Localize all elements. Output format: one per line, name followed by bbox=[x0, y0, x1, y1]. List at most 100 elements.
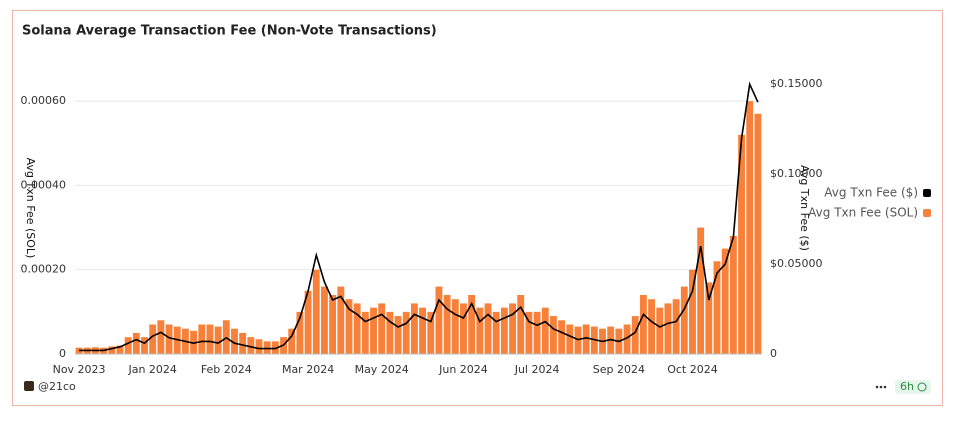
bar bbox=[623, 324, 631, 354]
bar bbox=[443, 295, 451, 354]
bar bbox=[713, 261, 721, 354]
bar bbox=[329, 295, 337, 354]
x-tick-label: Mar 2024 bbox=[282, 363, 334, 376]
bar bbox=[108, 346, 116, 354]
bar bbox=[689, 269, 696, 354]
bar bbox=[705, 282, 713, 354]
bar bbox=[345, 299, 353, 354]
bar bbox=[435, 286, 443, 354]
bar bbox=[263, 341, 271, 354]
bar bbox=[754, 113, 762, 355]
legend-label: Avg Txn Fee ($) bbox=[824, 186, 918, 200]
bar bbox=[304, 290, 312, 354]
legend-swatch bbox=[923, 209, 931, 217]
bar bbox=[378, 303, 386, 354]
chart-title: Solana Average Transaction Fee (Non-Vote… bbox=[22, 24, 437, 39]
y-axis-title: Avg Txn Fee (SOL) bbox=[24, 158, 37, 259]
bar bbox=[239, 332, 247, 354]
y-tick-label: 0 bbox=[59, 347, 66, 360]
bar bbox=[141, 337, 148, 354]
menu-dot bbox=[875, 385, 879, 389]
bar bbox=[664, 303, 672, 354]
bar bbox=[410, 303, 418, 354]
bar bbox=[558, 320, 566, 354]
bar bbox=[157, 320, 165, 354]
y-tick-label: 0.00020 bbox=[21, 263, 67, 276]
y-tick-label: 0.00040 bbox=[21, 178, 67, 191]
bar bbox=[500, 307, 508, 354]
bar bbox=[296, 311, 304, 354]
bar bbox=[231, 328, 238, 354]
menu-dot bbox=[883, 385, 887, 389]
badge-icon bbox=[917, 382, 927, 392]
legend-swatch bbox=[923, 189, 931, 197]
bar bbox=[484, 303, 492, 354]
x-tick-label: May 2024 bbox=[355, 363, 409, 376]
bar bbox=[353, 303, 361, 354]
bar bbox=[460, 303, 467, 354]
bar bbox=[582, 324, 590, 354]
x-tick-label: Oct 2024 bbox=[667, 363, 718, 376]
bar bbox=[124, 337, 132, 354]
bar bbox=[247, 337, 255, 354]
source: @21co bbox=[38, 380, 76, 393]
bar bbox=[746, 101, 754, 355]
bar bbox=[672, 299, 680, 354]
bar bbox=[255, 339, 263, 354]
bar bbox=[271, 341, 279, 354]
bar bbox=[492, 311, 500, 354]
bar bbox=[288, 328, 296, 354]
logo bbox=[24, 381, 34, 391]
bar bbox=[721, 248, 729, 354]
bar bbox=[75, 347, 83, 354]
bar bbox=[566, 324, 574, 354]
interval[interactable]: 6h bbox=[900, 380, 914, 393]
bar bbox=[116, 345, 124, 354]
y2-tick-label: $0.05000 bbox=[770, 257, 823, 270]
x-tick-label: Jul 2024 bbox=[514, 363, 560, 376]
bar bbox=[729, 236, 737, 354]
x-tick-label: Sep 2024 bbox=[593, 363, 645, 376]
y-tick-label: 0.00060 bbox=[21, 94, 67, 107]
bar bbox=[402, 311, 410, 354]
bar bbox=[476, 307, 484, 354]
legend-label: Avg Txn Fee (SOL) bbox=[808, 206, 918, 220]
x-tick-label: Nov 2023 bbox=[53, 363, 106, 376]
bar bbox=[370, 307, 377, 354]
bar bbox=[738, 134, 745, 354]
bar bbox=[419, 307, 427, 354]
bar bbox=[132, 332, 140, 354]
bar bbox=[394, 316, 402, 354]
bar bbox=[656, 307, 664, 354]
bar bbox=[427, 311, 435, 354]
bar bbox=[337, 286, 345, 354]
bar bbox=[321, 286, 328, 354]
bar bbox=[680, 286, 688, 354]
x-tick-label: Feb 2024 bbox=[201, 363, 252, 376]
bar bbox=[451, 299, 459, 354]
y2-tick-label: 0 bbox=[770, 347, 777, 360]
x-tick-label: Jun 2024 bbox=[438, 363, 488, 376]
bar bbox=[697, 227, 705, 354]
bar bbox=[149, 324, 157, 354]
bar bbox=[639, 295, 647, 354]
bar bbox=[198, 324, 206, 354]
bar bbox=[631, 316, 639, 354]
bar bbox=[541, 307, 549, 354]
bar bbox=[468, 295, 476, 354]
bar bbox=[361, 311, 369, 354]
y2-axis-title: Avg Txn Fee ($) bbox=[798, 165, 811, 251]
bar bbox=[165, 324, 173, 354]
bar bbox=[525, 311, 533, 354]
bar bbox=[206, 324, 214, 354]
menu-dot bbox=[879, 385, 883, 389]
bar bbox=[509, 303, 516, 354]
y2-tick-label: $0.10000 bbox=[770, 167, 823, 180]
bar bbox=[214, 326, 222, 354]
y2-tick-label: $0.15000 bbox=[770, 77, 823, 90]
bar bbox=[386, 311, 394, 354]
line bbox=[79, 81, 759, 352]
bar bbox=[533, 311, 541, 354]
x-tick-label: Jan 2024 bbox=[127, 363, 176, 376]
